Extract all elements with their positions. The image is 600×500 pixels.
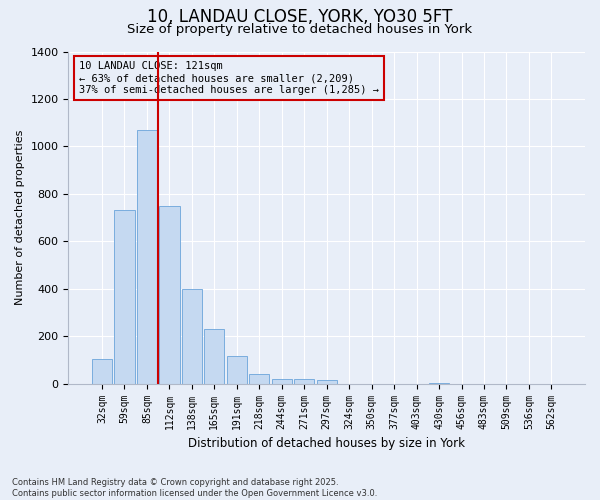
X-axis label: Distribution of detached houses by size in York: Distribution of detached houses by size … [188, 437, 465, 450]
Bar [249, 374, 269, 384]
Bar [204, 329, 224, 384]
Bar [92, 359, 112, 384]
Bar [429, 382, 449, 384]
Bar [159, 206, 179, 384]
Bar [272, 379, 292, 384]
Y-axis label: Number of detached properties: Number of detached properties [15, 130, 25, 306]
Bar [294, 379, 314, 384]
Bar [317, 380, 337, 384]
Bar [115, 210, 134, 384]
Bar [182, 289, 202, 384]
Text: 10 LANDAU CLOSE: 121sqm
← 63% of detached houses are smaller (2,209)
37% of semi: 10 LANDAU CLOSE: 121sqm ← 63% of detache… [79, 62, 379, 94]
Bar [137, 130, 157, 384]
Text: Size of property relative to detached houses in York: Size of property relative to detached ho… [127, 22, 473, 36]
Text: Contains HM Land Registry data © Crown copyright and database right 2025.
Contai: Contains HM Land Registry data © Crown c… [12, 478, 377, 498]
Text: 10, LANDAU CLOSE, YORK, YO30 5FT: 10, LANDAU CLOSE, YORK, YO30 5FT [148, 8, 452, 26]
Bar [227, 356, 247, 384]
